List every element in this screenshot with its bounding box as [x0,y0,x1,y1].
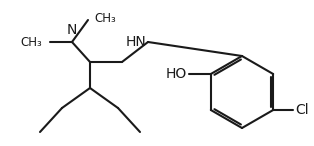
Text: CH₃: CH₃ [20,35,42,48]
Text: N: N [67,23,77,37]
Text: HN: HN [125,35,146,49]
Text: Cl: Cl [295,103,309,117]
Text: HO: HO [165,67,187,81]
Text: CH₃: CH₃ [94,12,116,25]
